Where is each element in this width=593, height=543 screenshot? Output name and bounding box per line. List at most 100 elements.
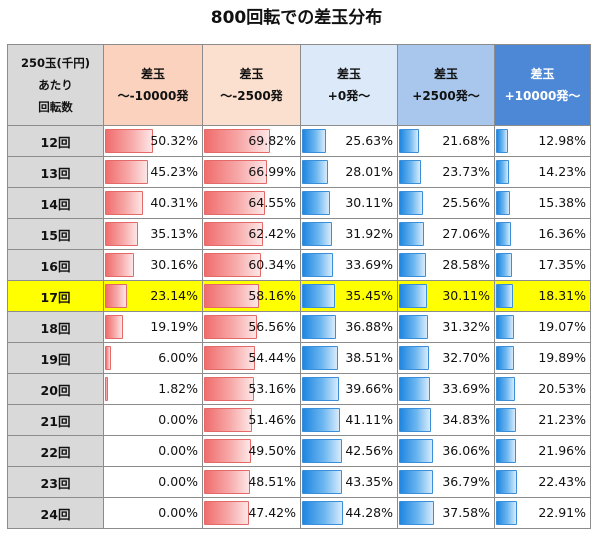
data-cell: 53.16% — [202, 373, 301, 405]
data-cell: 14.23% — [494, 156, 591, 188]
cell-content: 25.56% — [398, 188, 494, 218]
data-bar — [105, 222, 138, 246]
percentage-label: 23.73% — [442, 164, 490, 179]
percentage-label: 0.00% — [158, 443, 198, 458]
percentage-label: 30.11% — [442, 288, 490, 303]
cell-content: 28.58% — [398, 250, 494, 280]
percentage-label: 18.31% — [538, 288, 586, 303]
data-bar — [105, 129, 153, 153]
data-cell: 43.35% — [300, 466, 398, 498]
data-bar — [399, 315, 428, 339]
cell-content: 40.31% — [104, 188, 202, 218]
data-cell: 16.36% — [494, 218, 591, 250]
cell-content: 36.88% — [301, 312, 397, 342]
table-row: 24回 0.00% 47.42% 44.28% 37.58% 22.91% — [7, 497, 591, 529]
cell-content: 54.44% — [203, 343, 300, 373]
data-cell: 19.89% — [494, 342, 591, 374]
data-cell: 18.31% — [494, 280, 591, 312]
data-cell: 64.55% — [202, 187, 301, 219]
data-bar — [105, 315, 123, 339]
cell-content: 42.56% — [301, 436, 397, 466]
data-bar — [204, 315, 257, 339]
table-body: 12回 50.32% 69.82% 25.63% 21.68% 12.98% 13回 45.2… — [7, 125, 591, 529]
column-header-plus-0: 差玉 +0発～ — [300, 44, 398, 126]
column-header-line-1: 差玉 — [140, 67, 165, 81]
percentage-label: 38.51% — [345, 350, 393, 365]
percentage-label: 6.00% — [158, 350, 198, 365]
data-cell: 60.34% — [202, 249, 301, 281]
cell-content: 19.19% — [104, 312, 202, 342]
percentage-label: 27.06% — [442, 226, 490, 241]
percentage-label: 36.06% — [442, 443, 490, 458]
percentage-label: 23.14% — [150, 288, 198, 303]
cell-content: 37.58% — [398, 498, 494, 528]
data-bar — [399, 501, 434, 525]
data-cell: 56.56% — [202, 311, 301, 343]
data-bar — [302, 191, 330, 215]
data-bar — [399, 222, 424, 246]
percentage-label: 48.51% — [248, 474, 296, 489]
percentage-label: 19.89% — [538, 350, 586, 365]
data-bar — [302, 160, 328, 184]
data-bar — [105, 160, 148, 184]
cell-content: 38.51% — [301, 343, 397, 373]
data-cell: 49.50% — [202, 435, 301, 467]
data-bar — [204, 253, 261, 277]
cell-content: 56.56% — [203, 312, 300, 342]
cell-content: 36.79% — [398, 467, 494, 497]
data-bar — [496, 315, 514, 339]
percentage-label: 33.69% — [345, 257, 393, 272]
cell-content: 0.00% — [104, 467, 202, 497]
data-cell: 36.88% — [300, 311, 398, 343]
cell-content: 36.06% — [398, 436, 494, 466]
percentage-label: 64.55% — [248, 195, 296, 210]
cell-content: 21.23% — [495, 405, 590, 435]
data-bar — [496, 470, 517, 494]
data-bar — [496, 377, 515, 401]
percentage-label: 25.63% — [345, 133, 393, 148]
data-cell: 38.51% — [300, 342, 398, 374]
cell-content: 16.36% — [495, 219, 590, 249]
percentage-label: 40.31% — [150, 195, 198, 210]
data-bar — [496, 284, 513, 308]
cell-content: 60.34% — [203, 250, 300, 280]
cell-content: 32.70% — [398, 343, 494, 373]
data-cell: 42.56% — [300, 435, 398, 467]
table-row: 12回 50.32% 69.82% 25.63% 21.68% 12.98% — [7, 125, 591, 157]
data-cell: 0.00% — [103, 404, 203, 436]
data-cell: 25.56% — [397, 187, 495, 219]
percentage-label: 50.32% — [150, 133, 198, 148]
cell-content: 39.66% — [301, 374, 397, 404]
data-cell: 27.06% — [397, 218, 495, 250]
data-bar — [204, 470, 250, 494]
cell-content: 25.63% — [301, 126, 397, 156]
percentage-label: 47.42% — [248, 505, 296, 520]
column-header-line-1: 差玉 — [336, 67, 361, 81]
percentage-label: 14.23% — [538, 164, 586, 179]
column-header-minus-10000: 差玉 ～-10000発 — [103, 44, 203, 126]
cell-content: 45.23% — [104, 157, 202, 187]
table-row: 17回 23.14% 58.16% 35.45% 30.11% 18.31% — [7, 280, 591, 312]
data-cell: 1.82% — [103, 373, 203, 405]
data-cell: 30.16% — [103, 249, 203, 281]
column-header-line-1: 差玉 — [433, 67, 458, 81]
row-label: 20回 — [7, 373, 104, 405]
column-header-line-1: 差玉 — [239, 67, 264, 81]
data-cell: 37.58% — [397, 497, 495, 529]
percentage-label: 30.16% — [150, 257, 198, 272]
percentage-label: 54.44% — [248, 350, 296, 365]
cell-content: 0.00% — [104, 498, 202, 528]
data-bar — [105, 284, 127, 308]
column-header-line-2: +2500発～ — [412, 89, 480, 103]
cell-content: 34.83% — [398, 405, 494, 435]
percentage-label: 1.82% — [158, 381, 198, 396]
percentage-label: 0.00% — [158, 474, 198, 489]
cell-content: 66.99% — [203, 157, 300, 187]
percentage-label: 22.43% — [538, 474, 586, 489]
row-header-cell: 250玉(千円) あたり 回転数 — [7, 44, 104, 126]
percentage-label: 15.38% — [538, 195, 586, 210]
percentage-label: 30.11% — [345, 195, 393, 210]
cell-content: 31.92% — [301, 219, 397, 249]
data-cell: 40.31% — [103, 187, 203, 219]
column-header-line-2: ～-2500発 — [220, 89, 283, 103]
